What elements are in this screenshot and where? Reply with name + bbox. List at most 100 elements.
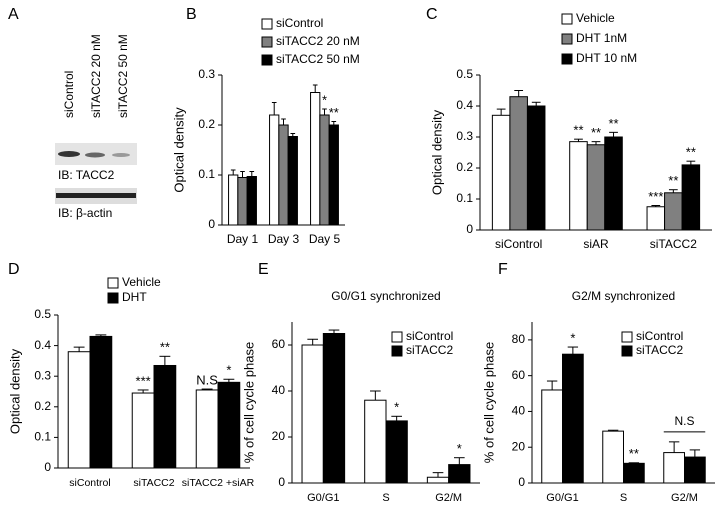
- y-tick-label: 0.1: [198, 167, 215, 181]
- y-tick-label: 20: [512, 439, 526, 453]
- lane-label: siTACC2 20 nM: [89, 34, 103, 118]
- y-tick-label: 0.2: [198, 117, 215, 131]
- bar: [237, 177, 248, 226]
- bar: [562, 353, 584, 484]
- significance: ***: [648, 189, 663, 204]
- legend-swatch: [561, 53, 573, 65]
- y-axis-title: Optical density: [7, 348, 22, 434]
- y-tick-label: 0: [208, 217, 215, 231]
- bar: [663, 452, 686, 484]
- x-tick-label: siControl: [69, 477, 110, 489]
- bar: [623, 462, 645, 484]
- y-tick-label: 20: [272, 429, 286, 443]
- bar: [604, 136, 623, 231]
- bar: [310, 92, 321, 226]
- panel-letter: F: [498, 261, 508, 278]
- bar: [328, 124, 339, 226]
- significance: **: [573, 123, 583, 138]
- x-tick-label: siTACC2 +siAR: [182, 477, 255, 489]
- significance: **: [608, 116, 618, 131]
- bar: [322, 333, 346, 484]
- significance: **: [668, 173, 678, 188]
- bar: [67, 351, 91, 469]
- panel-letter: C: [426, 6, 438, 23]
- legend-swatch: [261, 18, 273, 30]
- y-axis-title: Optical density: [429, 109, 444, 195]
- panel-letter: B: [186, 6, 197, 23]
- bar: [153, 364, 177, 469]
- chart-title: G0/G1 synchronized: [331, 289, 440, 303]
- panel-letter: A: [8, 6, 19, 23]
- legend-swatch: [261, 36, 273, 48]
- bar: [426, 476, 450, 484]
- x-tick-label: G0/G1: [546, 492, 578, 504]
- x-tick-label: G0/G1: [307, 492, 339, 504]
- y-tick-label: 0: [518, 475, 525, 489]
- significance: **: [591, 125, 601, 140]
- bar: [448, 464, 471, 484]
- x-tick-label: Day 3: [268, 232, 300, 246]
- legend-label: DHT: [122, 290, 147, 304]
- bar: [681, 164, 701, 231]
- x-tick-label: siControl: [495, 237, 542, 251]
- y-tick-label: 0.4: [456, 98, 473, 112]
- legend-swatch: [621, 331, 633, 343]
- y-tick-label: 0: [466, 222, 473, 236]
- bar: [228, 174, 239, 226]
- significance: **: [629, 446, 639, 461]
- y-tick-label: 0.1: [34, 430, 51, 444]
- significance: ***: [136, 373, 151, 388]
- panel-letter: D: [8, 261, 20, 278]
- x-tick-label: siTACC2: [650, 237, 697, 251]
- legend-label: siControl: [276, 16, 323, 30]
- y-tick-label: 0: [278, 475, 285, 489]
- bar: [646, 206, 666, 231]
- significance: *: [457, 441, 462, 456]
- group-label: N.S: [674, 414, 694, 428]
- y-axis-title: Optical density: [171, 107, 186, 193]
- significance: *: [226, 363, 231, 378]
- y-tick-label: 60: [512, 368, 526, 382]
- band: [58, 151, 80, 157]
- significance: N.S: [196, 372, 218, 387]
- bar: [131, 392, 155, 469]
- y-tick-label: 0: [44, 460, 51, 474]
- legend-swatch: [107, 292, 119, 304]
- legend-swatch: [561, 13, 573, 25]
- panel-letter: E: [258, 261, 269, 278]
- legend-swatch: [621, 345, 633, 357]
- bar: [526, 105, 546, 231]
- y-tick-label: 0.2: [456, 160, 473, 174]
- significance: **: [686, 145, 696, 160]
- significance: **: [329, 105, 339, 120]
- x-tick-label: G2/M: [435, 492, 462, 504]
- x-tick-label: siTACC2: [133, 477, 174, 489]
- y-axis-title: % of cell cycle phase: [241, 342, 256, 463]
- legend-label: DHT 1nM: [576, 31, 627, 45]
- y-tick-label: 80: [512, 332, 526, 346]
- lane-label: siControl: [62, 71, 76, 118]
- bar: [364, 399, 387, 484]
- legend-label: siTACC2: [406, 343, 453, 357]
- probe-label: IB: TACC2: [58, 168, 115, 182]
- legend-label: siTACC2 50 nM: [276, 52, 360, 66]
- significance: *: [394, 400, 399, 415]
- legend-label: Vehicle: [576, 11, 615, 25]
- significance: **: [160, 340, 170, 355]
- bar: [602, 430, 625, 484]
- significance: *: [570, 330, 575, 345]
- bar: [569, 141, 588, 231]
- y-tick-label: 60: [272, 337, 286, 351]
- bar: [278, 124, 289, 226]
- lane-label: siTACC2 50 nM: [116, 34, 130, 118]
- y-tick-label: 0.3: [456, 129, 473, 143]
- x-tick-label: Day 1: [227, 232, 259, 246]
- band: [85, 152, 105, 158]
- bar: [269, 114, 280, 226]
- legend-label: DHT 10 nM: [576, 51, 637, 65]
- significance: *: [322, 92, 327, 107]
- x-tick-label: siAR: [583, 237, 609, 251]
- legend-swatch: [261, 54, 273, 66]
- bar: [664, 192, 683, 231]
